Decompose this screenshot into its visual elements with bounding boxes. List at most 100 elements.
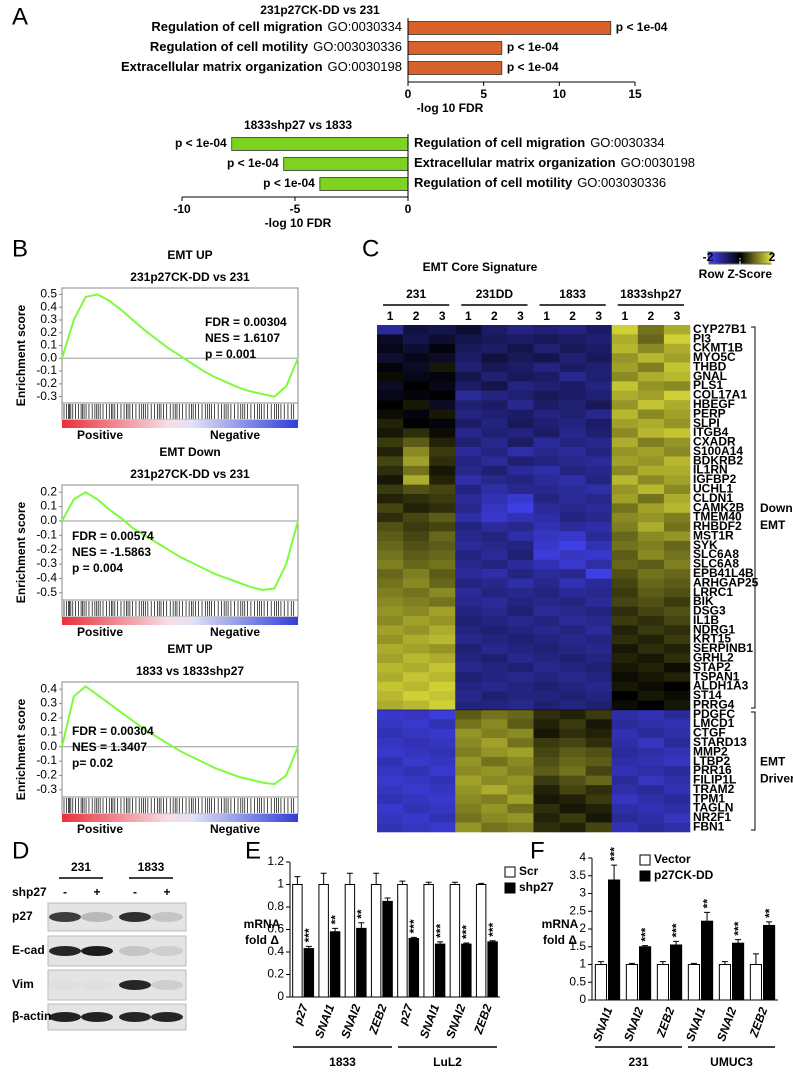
protein-label: E-cad [12,943,45,957]
error-bar [611,864,618,881]
heatmap-cell [585,531,613,542]
heatmap-cell [455,606,482,617]
protein-label: β-actin [12,1009,51,1023]
significance: *** [607,847,621,861]
heatmap-cell [663,550,691,561]
gene-label: GRHL2 [693,650,734,664]
gene-label: STARD13 [693,735,747,749]
heatmap-cell [585,371,613,382]
group-label: 231 [628,1055,648,1069]
bar [423,884,434,998]
heatmap-cell [377,569,404,579]
heatmap-cell [559,578,586,589]
heatmap-cell [637,672,665,683]
heatmap-cell [403,418,430,429]
error-bar [478,882,485,885]
heatmap-cell [559,353,586,363]
error-bar [358,922,365,929]
bar [382,900,393,998]
heatmap-cell [429,418,456,429]
gene-label: CKMT1B [693,341,743,355]
bar [594,964,608,1001]
bar [370,884,382,998]
heatmap-cell [611,390,639,401]
heatmap-cell [455,644,482,654]
row-group-label: Driver [760,772,793,786]
heatmap-cell [481,334,508,345]
annotation: NES = -1.5863 [72,545,151,559]
heatmap-cell [611,625,639,636]
heatmap-cell [559,653,586,664]
heatmap-cell [663,681,691,692]
heatmap-cell [481,822,508,833]
annotation: p = 0.001 [205,347,256,361]
heatmap-cell [377,756,404,767]
heatmap-cell [585,428,613,438]
heatmap-cell [377,700,404,711]
bar [329,931,341,998]
heatmap-cell [663,390,691,401]
heatmap-cell [611,381,639,392]
heatmap-cell [481,494,508,504]
y-tick-label: 0.2 [40,325,57,339]
y-tick-label: -0.1 [36,363,57,377]
bar [656,964,670,1001]
cell-line-label: 231 [71,860,91,874]
heatmap-cell [481,353,508,363]
heatmap-cell [377,663,404,673]
heatmap-cell [637,719,665,730]
y-tick-label: 0.2 [40,710,57,724]
heatmap-cell [507,381,534,392]
protein-label: Vim [12,977,34,991]
heatmap-cell [455,362,482,373]
heatmap-cell [403,390,430,401]
heatmap-cell [533,728,560,739]
gene-label: PI3 [693,331,711,345]
bar [701,920,714,1001]
heatmap-cell [585,822,613,833]
error-bar [642,945,649,947]
enrichment-curve [61,685,299,786]
heatmap-cell [507,494,534,504]
heatmap-cell [663,400,691,410]
gene-label: IL1B [693,613,719,627]
rank-label: Positive [77,822,123,836]
heatmap-cell [507,653,534,664]
heatmap-cell [403,813,430,823]
heatmap-cell [637,803,665,814]
heatmap-cell [403,522,430,532]
panel-label: C [362,235,379,262]
heatmap-cell [559,625,586,636]
bar [487,941,498,998]
error-bar [332,927,339,932]
heatmap-cell [507,343,534,354]
heatmap-cell [507,616,534,626]
panel-label: E [245,837,261,864]
error-bar [320,872,327,885]
bracket [751,711,756,831]
heatmap-cell [637,381,665,392]
heatmap-cell [481,813,508,823]
heatmap-cell [611,512,639,523]
heatmap-cell [533,390,560,401]
heatmap-cell [611,503,639,514]
heatmap-cell [455,728,482,739]
heatmap-cell [377,456,404,467]
heatmap-cell [403,400,430,410]
gene-label: CAMK2B [693,500,745,514]
gene-label: TMEM40 [693,510,742,524]
heatmap-cell [585,512,613,523]
y-tick-label: 0.3 [40,312,57,326]
heatmap-cell [403,371,430,382]
heatmap-cell [507,625,534,636]
heatmap-cell [559,428,586,438]
heatmap-cell [533,371,560,382]
go-id: GO:0030198 [328,59,402,74]
heatmap-cell [611,719,639,730]
heatmap-cell [663,447,691,457]
heatmap-cell [429,522,456,532]
heatmap-cell [559,747,586,758]
heatmap-cell [481,531,508,542]
heatmap-cell [585,644,613,654]
heatmap-cell [611,709,639,720]
